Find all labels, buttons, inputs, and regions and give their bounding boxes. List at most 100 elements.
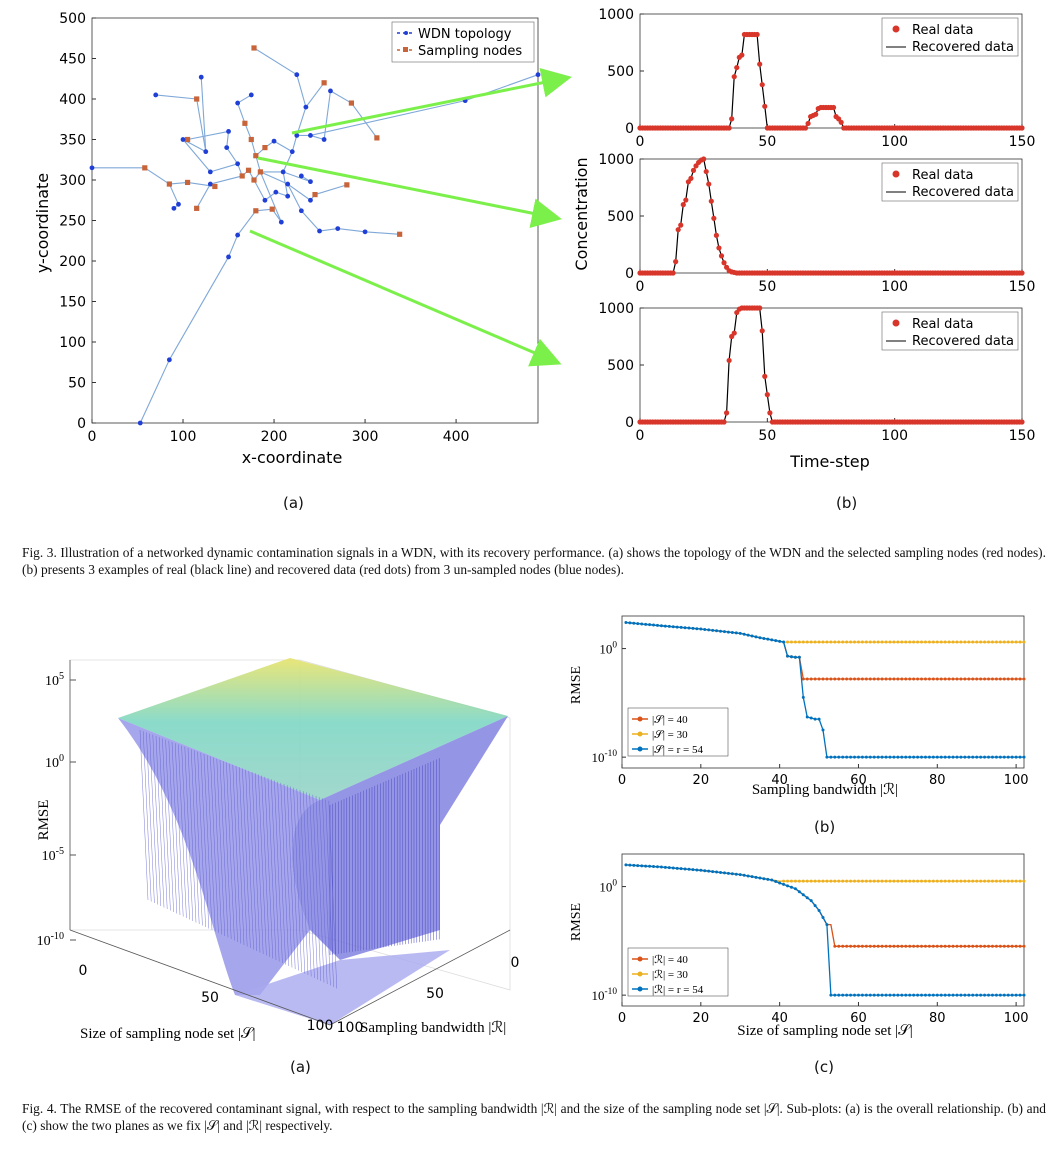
- rmse-point: [817, 879, 821, 883]
- rmse-point: [845, 755, 849, 759]
- rmse-point: [841, 993, 845, 997]
- rmse-point: [920, 879, 924, 883]
- sampling-node: [321, 80, 327, 86]
- rmse-point: [896, 755, 900, 759]
- rmse-point: [880, 879, 884, 883]
- rmse-point: [935, 879, 939, 883]
- rmse-point: [841, 755, 845, 759]
- rmse-point: [951, 677, 955, 681]
- rmse-point: [793, 655, 797, 659]
- legend-box: [627, 947, 729, 997]
- legend-marker: [637, 956, 643, 962]
- wdn-node: [280, 169, 286, 175]
- topology-ytick-label: 0: [77, 416, 86, 432]
- surface-mesh-line: [290, 786, 299, 971]
- rmse-point: [967, 993, 971, 997]
- wdn-node: [335, 226, 341, 232]
- fig4-caption: Fig. 4. The RMSE of the recovered contam…: [22, 1101, 1046, 1133]
- concentration-xtick-label: 50: [758, 428, 776, 444]
- rmse-point: [750, 634, 754, 638]
- rmse-point: [1002, 879, 1006, 883]
- wdn-node: [285, 193, 291, 199]
- surface-left-tick-label: 100: [307, 1018, 334, 1034]
- rmse-point: [876, 879, 880, 883]
- rmse-point: [947, 640, 951, 644]
- rmse-point: [888, 944, 892, 948]
- rmse-point: [778, 881, 782, 885]
- rmse-point: [624, 863, 628, 867]
- rmse-point: [987, 993, 991, 997]
- rmse-point: [971, 640, 975, 644]
- rmse-point: [687, 626, 691, 630]
- rmse-point: [888, 640, 892, 644]
- rmse-point: [884, 677, 888, 681]
- rmse-point: [797, 879, 801, 883]
- wdn-node: [235, 161, 241, 167]
- surface-mesh-line: [267, 777, 277, 961]
- rmse-point: [983, 755, 987, 759]
- concentration-ytick-label: 1000: [598, 7, 634, 23]
- rmse-point: [817, 908, 821, 912]
- rmse-point: [703, 869, 707, 873]
- rmse-point: [908, 879, 912, 883]
- rmse-point: [766, 637, 770, 641]
- fig4-sublabel-c: (c): [814, 1058, 834, 1076]
- topology-ytick-label: 50: [68, 376, 86, 392]
- rmse-point: [797, 890, 801, 894]
- rmse-point: [782, 640, 786, 644]
- real-data-point: [718, 253, 725, 259]
- rmse-point: [1022, 640, 1026, 644]
- surface-y-axis: [329, 929, 511, 1026]
- surface-mesh-line: [312, 794, 321, 982]
- rmse-point: [904, 640, 908, 644]
- rmse-point: [923, 944, 927, 948]
- rmse-point: [817, 717, 821, 721]
- rmse-point: [927, 879, 931, 883]
- rmse-point: [987, 879, 991, 883]
- rmse-point: [738, 873, 742, 877]
- legend-real-data: Real data: [912, 23, 973, 38]
- topology-ylabel: y-coordinate: [33, 173, 52, 273]
- rmse-point: [920, 944, 924, 948]
- rmse-point: [979, 755, 983, 759]
- wdn-pipe: [296, 74, 307, 108]
- topology-ytick-label: 450: [59, 52, 86, 68]
- real-data-point: [726, 357, 732, 364]
- rmse-point: [888, 677, 892, 681]
- real-data-point: [1019, 125, 1025, 131]
- surface-mesh-line: [319, 797, 328, 985]
- wdn-pipe: [260, 171, 288, 185]
- real-data-point: [813, 111, 819, 117]
- rmse-point: [860, 993, 864, 997]
- rmse-point: [849, 677, 853, 681]
- wdn-pipe: [282, 151, 293, 173]
- rmse-xtick-label: 100: [1004, 773, 1029, 788]
- topology-ytick-label: 100: [59, 335, 86, 351]
- rmse-point: [707, 869, 711, 873]
- rmse-point: [943, 640, 947, 644]
- rmse-point: [860, 677, 864, 681]
- rmse-point: [916, 640, 920, 644]
- rmse-point: [975, 993, 979, 997]
- rmse-point: [655, 865, 659, 869]
- rmse-xtick-label: 60: [850, 773, 867, 788]
- rmse-point: [636, 864, 640, 868]
- rmse-point: [990, 755, 994, 759]
- surface-mesh-line: [258, 774, 267, 956]
- wdn-pipe: [210, 163, 238, 173]
- surface-mesh-line: [309, 793, 318, 980]
- rmse-point: [801, 677, 805, 681]
- rmse-point: [805, 640, 809, 644]
- rmse-point: [845, 677, 849, 681]
- rmse-point: [876, 993, 880, 997]
- surface-left-tick-label: 50: [201, 990, 219, 1006]
- concentration-ytick-label: 0: [625, 266, 634, 282]
- rmse-point: [892, 993, 896, 997]
- wdn-node: [207, 181, 213, 187]
- surface-ztick-label: 105: [45, 671, 64, 689]
- legend-recovered-data: Recovered data: [912, 40, 1014, 55]
- rmse-point: [868, 944, 872, 948]
- wdn-pipe: [226, 131, 230, 148]
- rmse-point: [987, 677, 991, 681]
- rmse-point: [994, 993, 998, 997]
